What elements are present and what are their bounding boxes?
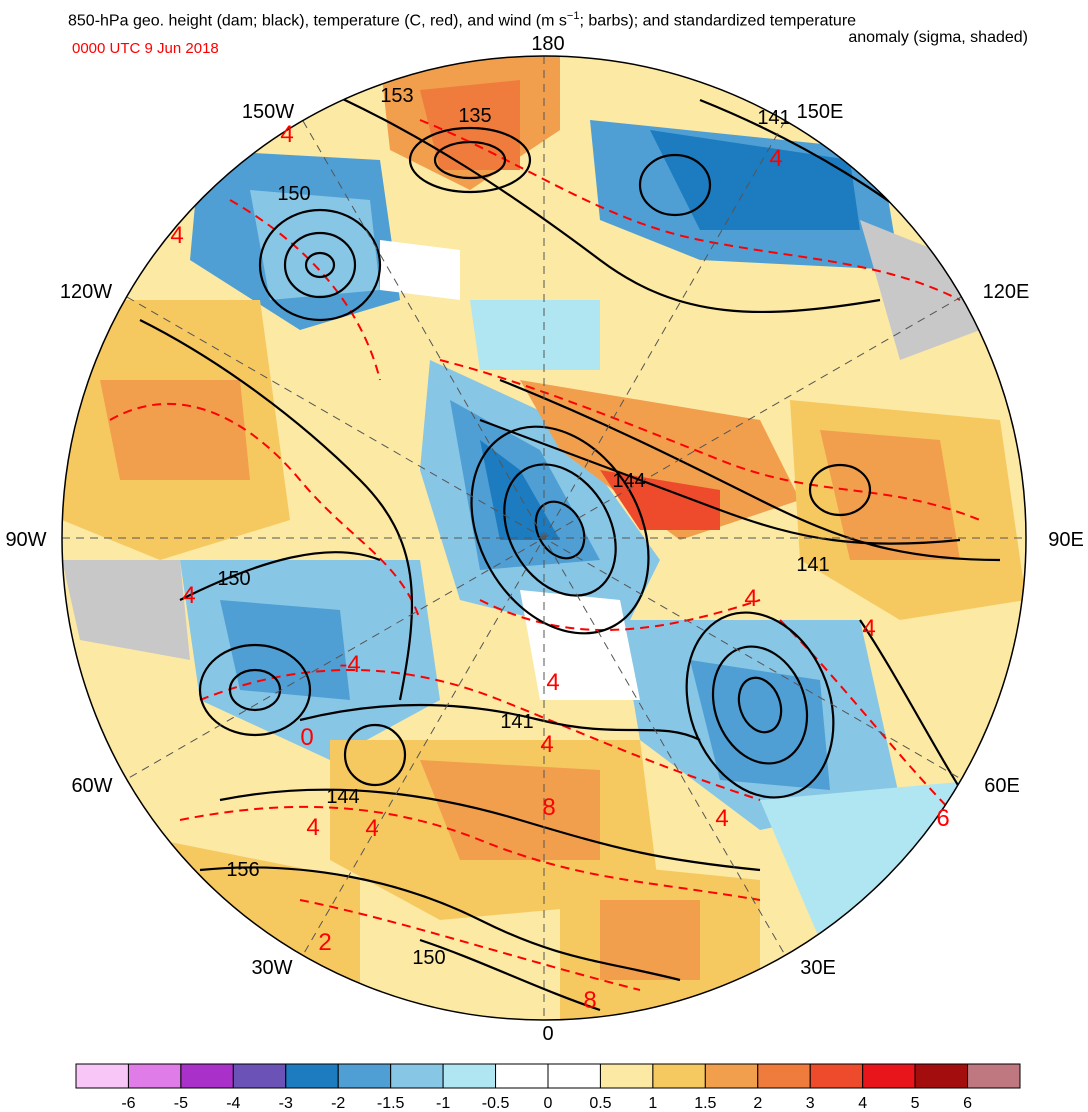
colorbar-swatch xyxy=(547,1063,601,1089)
colorbar-swatch xyxy=(599,1063,654,1089)
title-superscript: −1 xyxy=(566,10,580,22)
colorbar-swatch xyxy=(180,1063,234,1089)
title-line1-suffix: ; barbs); and standardized temperature xyxy=(579,12,857,30)
height-label: 135 xyxy=(458,105,491,127)
colorbar-tick-label: -2 xyxy=(331,1095,345,1112)
temperature-label: 6 xyxy=(936,805,949,832)
height-label: 144 xyxy=(326,786,359,808)
temperature-label: 2 xyxy=(318,929,331,956)
colorbar-swatch xyxy=(967,1063,1021,1089)
temperature-label: 8 xyxy=(542,794,555,821)
temperature-label: 4 xyxy=(182,582,195,609)
temperature-label: 4 xyxy=(170,222,183,249)
lon-label-60e: 60E xyxy=(984,775,1020,797)
colorbar-swatch xyxy=(127,1063,182,1089)
height-label: 141 xyxy=(796,554,829,576)
colorbar-tick-label: 6 xyxy=(963,1095,972,1112)
colorbar-tick-label: -3 xyxy=(279,1095,293,1112)
colorbar-swatch xyxy=(914,1063,969,1089)
colorbar-tick-label: -5 xyxy=(174,1095,188,1112)
graticule xyxy=(62,56,1026,1020)
colorbar-tick-label: 1.5 xyxy=(694,1095,716,1112)
colorbar-swatch xyxy=(495,1063,549,1089)
temperature-label: 4 xyxy=(280,121,293,148)
colorbar-tick-label: -1.5 xyxy=(377,1095,405,1112)
temperature-contour-labels: 4 4 4 4 4 -4 4 4 4 4 0 4 8 4 6 2 8 xyxy=(170,121,949,1014)
temperature-label: 0 xyxy=(300,724,313,751)
lon-label-60w: 60W xyxy=(71,775,112,797)
temperature-label: 4 xyxy=(546,669,559,696)
height-label: 156 xyxy=(226,859,259,881)
colorbar-swatch xyxy=(285,1063,339,1089)
colorbar-swatch xyxy=(704,1063,759,1089)
colorbar-swatch xyxy=(652,1063,706,1089)
colorbar-tick-label: 0.5 xyxy=(589,1095,611,1112)
lon-label-180: 180 xyxy=(531,33,564,55)
temperature-contours xyxy=(109,119,981,991)
height-label: 144 xyxy=(612,470,645,492)
temperature-label: 8 xyxy=(583,987,596,1014)
colorbar-tick-label: 0 xyxy=(544,1095,553,1112)
lon-label-30w: 30W xyxy=(251,957,292,979)
longitude-labels: 180 150E 120E 90E 60E 30E 0 30W 60W 90W … xyxy=(5,33,1083,1045)
height-label: 150 xyxy=(277,183,310,205)
colorbar-tick-label: 1 xyxy=(648,1095,657,1112)
colorbar-tick-label: 4 xyxy=(858,1095,867,1112)
lon-label-120w: 120W xyxy=(60,281,112,303)
height-label: 141 xyxy=(500,711,533,733)
lon-label-90w: 90W xyxy=(5,529,46,551)
colorbar-swatch xyxy=(75,1063,129,1089)
colorbar-swatch xyxy=(809,1063,864,1089)
map-title: 850-hPa geo. height (dam; black), temper… xyxy=(68,6,856,31)
temperature-label: 4 xyxy=(365,815,378,842)
temperature-label: 4 xyxy=(744,585,757,612)
height-label: 150 xyxy=(217,568,250,590)
lon-label-150w: 150W xyxy=(242,101,294,123)
temperature-label: 4 xyxy=(306,814,319,841)
colorbar-swatch xyxy=(390,1063,444,1089)
lon-label-0: 0 xyxy=(542,1023,553,1045)
colorbar-swatch xyxy=(862,1063,916,1089)
height-contour-labels: 153 135 141 150 144 141 150 141 144 156 … xyxy=(217,85,829,969)
title-line1-prefix: 850-hPa geo. height (dam; black), temper… xyxy=(68,12,567,30)
map-title-line2: anomaly (sigma, shaded) xyxy=(848,29,1028,46)
colorbar: -6 -5 -4 -3 -2 -1.5 -1 -0.5 0 0.5 1 1.5 2 3 4 5 6 xyxy=(75,1063,1021,1112)
colorbar-swatch xyxy=(757,1063,811,1089)
lon-label-30e: 30E xyxy=(800,957,836,979)
temperature-label: -4 xyxy=(339,651,360,678)
colorbar-swatch xyxy=(337,1063,392,1089)
colorbar-tick-label: 2 xyxy=(753,1095,762,1112)
height-label: 141 xyxy=(757,107,790,129)
colorbar-tick-label: -0.5 xyxy=(482,1095,510,1112)
temperature-label: 4 xyxy=(540,731,553,758)
map-boundary-circle xyxy=(61,55,1027,1021)
colorbar-swatch xyxy=(232,1063,287,1089)
temperature-label: 4 xyxy=(715,805,728,832)
lon-label-150e: 150E xyxy=(797,101,844,123)
colorbar-swatch xyxy=(442,1063,497,1089)
height-label: 153 xyxy=(380,85,413,107)
colorbar-tick-label: -4 xyxy=(226,1095,240,1112)
temperature-label: 4 xyxy=(769,145,782,172)
lon-label-120e: 120E xyxy=(983,281,1030,303)
colorbar-tick-label: 5 xyxy=(911,1095,920,1112)
lon-label-90e: 90E xyxy=(1048,529,1084,551)
height-label: 150 xyxy=(412,947,445,969)
temperature-label: 4 xyxy=(862,615,875,642)
colorbar-tick-label: -1 xyxy=(436,1095,450,1112)
colorbar-tick-label: -6 xyxy=(121,1095,135,1112)
colorbar-tick-label: 3 xyxy=(806,1095,815,1112)
valid-time: 0000 UTC 9 Jun 2018 xyxy=(72,40,219,57)
